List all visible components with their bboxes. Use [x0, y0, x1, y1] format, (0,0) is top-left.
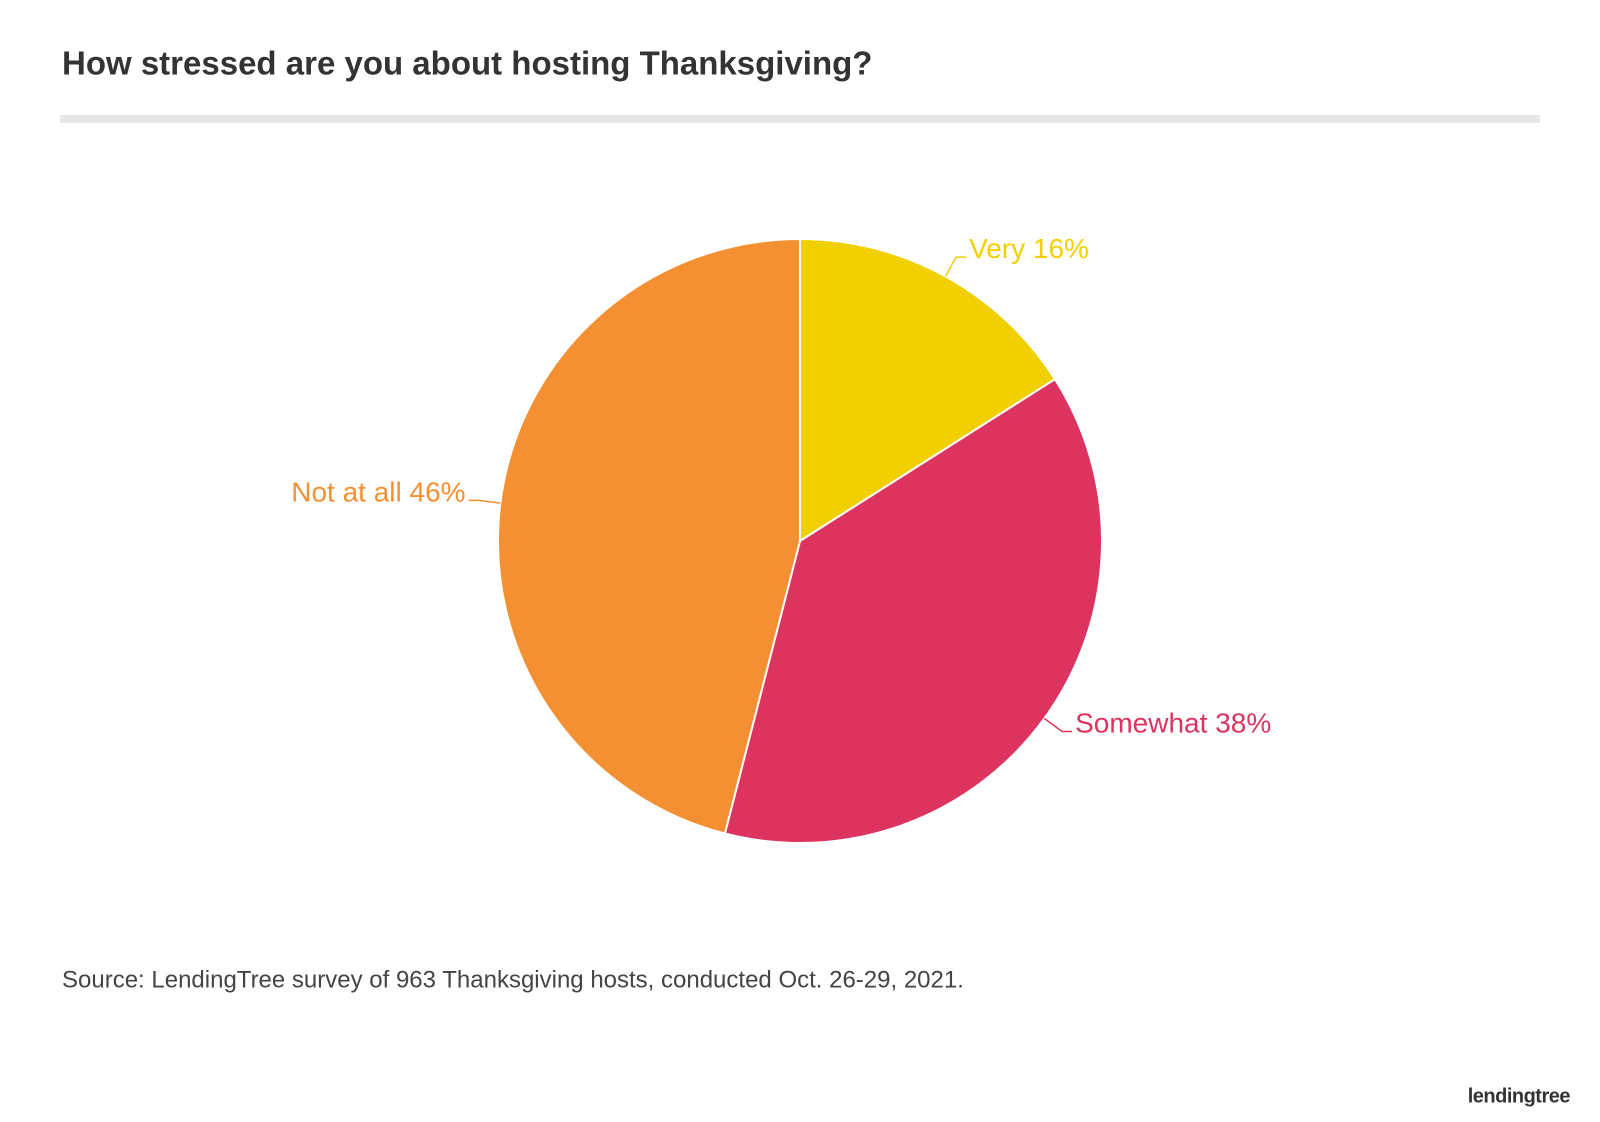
value-label: 16% [1033, 233, 1089, 264]
category-label: Very [969, 233, 1025, 264]
brand-logo: lendingtree [1468, 1085, 1571, 1107]
value-label: 38% [1215, 708, 1271, 739]
category-label: Somewhat [1075, 708, 1208, 739]
value-label: 46% [410, 477, 466, 508]
pie-slice [497, 237, 801, 835]
data-label: Very 16% [969, 233, 1089, 264]
leader-line [1043, 717, 1073, 733]
data-label: Somewhat 38% [1075, 708, 1271, 739]
chart-title: How stressed are you about hosting Thank… [62, 45, 872, 82]
leader-line [944, 256, 967, 277]
leader-line [468, 499, 501, 504]
data-label: Not at all 46% [291, 477, 465, 508]
source: Source: LendingTree survey of 963 Thanks… [62, 966, 964, 993]
pie-slice [799, 237, 1057, 543]
divider [60, 115, 1540, 123]
category-label: Not at all [291, 477, 402, 508]
